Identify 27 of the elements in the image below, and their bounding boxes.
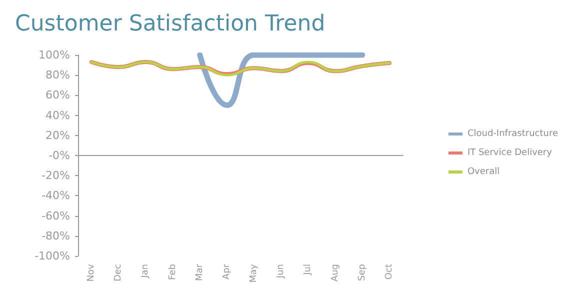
y-tick-label: -80% [42,229,70,242]
legend-label: Overall [467,167,500,177]
x-tick-label: Dec [114,264,124,282]
y-tick-label: -40% [42,189,70,202]
y-tick-label: 40% [46,108,70,122]
y-tick-label: -20% [42,169,70,182]
y-tick-label: 20% [46,128,70,142]
x-tick-label: Nov [86,263,97,282]
y-tick-label: 100% [38,48,70,62]
legend-label: Cloud-Infrastructure [467,129,558,139]
x-tick-label: Jun [276,264,286,280]
x-tick-label: Mar [194,264,205,281]
legend-label: IT Service Delivery [467,148,553,158]
y-tick-label: -0% [48,149,70,162]
y-tick-label: -100% [34,250,70,262]
y-tick-label: -60% [42,209,70,222]
y-tick-label: 60% [46,88,70,102]
x-tick-label: Oct [384,264,394,280]
x-tick-label: Jul [303,264,314,276]
x-tick-label: Apr [222,264,232,280]
x-tick-label: Feb [168,264,178,280]
x-tick-label: Jan [140,264,151,279]
y-tick-label: 80% [46,68,70,82]
x-tick-label: May [249,263,260,283]
chart-title: Customer Satisfaction Trend [15,12,326,36]
x-tick-label: Sep [357,264,368,281]
x-tick-label: Aug [330,264,340,282]
